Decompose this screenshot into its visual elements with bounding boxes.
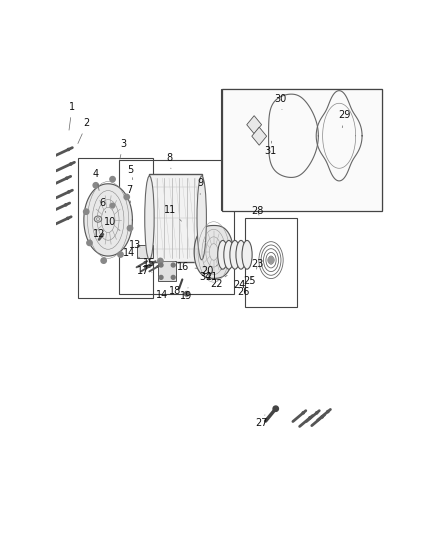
Circle shape (171, 276, 175, 279)
Circle shape (70, 163, 72, 165)
Text: 10: 10 (104, 217, 119, 230)
Bar (137, 245, 153, 257)
Text: 19: 19 (180, 288, 192, 301)
Circle shape (67, 217, 69, 220)
Circle shape (273, 406, 279, 411)
Text: 24: 24 (233, 280, 246, 290)
Text: 4: 4 (92, 169, 99, 190)
Circle shape (101, 258, 106, 263)
Circle shape (127, 225, 133, 231)
Bar (78, 158, 153, 298)
Text: 17: 17 (137, 266, 152, 276)
Text: 31: 31 (264, 141, 276, 156)
Text: 13: 13 (129, 240, 141, 251)
Text: 9: 9 (198, 178, 204, 195)
Circle shape (321, 416, 323, 418)
Circle shape (110, 176, 115, 182)
Circle shape (327, 410, 329, 413)
Circle shape (144, 262, 146, 263)
Text: 34: 34 (200, 271, 212, 281)
Text: 30: 30 (274, 94, 286, 110)
Circle shape (66, 177, 68, 179)
Circle shape (309, 417, 311, 419)
Text: 3: 3 (120, 139, 126, 159)
Text: 23: 23 (251, 259, 264, 269)
Circle shape (148, 266, 150, 267)
Text: 15: 15 (143, 258, 160, 268)
Text: 18: 18 (170, 286, 182, 295)
Ellipse shape (230, 240, 240, 269)
Text: 11: 11 (164, 205, 181, 221)
Bar (158, 261, 176, 281)
Circle shape (93, 183, 99, 188)
Text: 25: 25 (244, 276, 256, 286)
Bar (149, 174, 202, 262)
Text: 6: 6 (99, 198, 106, 213)
Ellipse shape (242, 240, 252, 269)
Text: 21: 21 (205, 269, 222, 281)
Circle shape (118, 252, 123, 257)
Ellipse shape (218, 240, 228, 269)
Circle shape (171, 263, 175, 267)
Text: 22: 22 (210, 276, 227, 288)
Text: 2: 2 (78, 118, 90, 143)
Text: 12: 12 (93, 229, 105, 239)
Bar (245, 218, 297, 308)
Circle shape (124, 194, 130, 200)
Circle shape (316, 412, 318, 414)
Bar (119, 159, 234, 294)
Circle shape (65, 204, 67, 206)
Text: 1: 1 (69, 102, 75, 130)
Text: 27: 27 (255, 415, 268, 428)
Text: 26: 26 (237, 287, 249, 297)
Circle shape (87, 240, 92, 246)
Polygon shape (194, 225, 233, 278)
Text: 14: 14 (123, 248, 139, 258)
Polygon shape (84, 184, 132, 256)
Circle shape (110, 203, 115, 208)
Circle shape (68, 191, 70, 193)
Ellipse shape (197, 176, 206, 260)
Circle shape (159, 263, 163, 267)
Bar (221, 88, 382, 209)
Ellipse shape (145, 176, 154, 260)
Circle shape (302, 412, 304, 414)
Polygon shape (252, 127, 267, 145)
Circle shape (157, 266, 159, 267)
Text: 14: 14 (156, 289, 168, 300)
Circle shape (84, 209, 89, 214)
Polygon shape (247, 116, 261, 134)
Text: 29: 29 (338, 110, 350, 128)
Ellipse shape (224, 240, 234, 269)
Circle shape (159, 276, 163, 279)
Ellipse shape (236, 240, 246, 269)
Circle shape (67, 148, 70, 150)
Text: 8: 8 (167, 152, 173, 169)
Text: 20: 20 (201, 265, 217, 276)
Circle shape (153, 262, 154, 263)
Circle shape (184, 292, 189, 296)
Circle shape (268, 257, 274, 263)
Text: 7: 7 (126, 185, 132, 203)
Text: 16: 16 (177, 262, 198, 272)
Text: 28: 28 (251, 206, 264, 216)
Text: 5: 5 (127, 165, 134, 180)
Ellipse shape (94, 216, 102, 222)
Circle shape (158, 259, 163, 264)
Bar (222, 88, 382, 211)
